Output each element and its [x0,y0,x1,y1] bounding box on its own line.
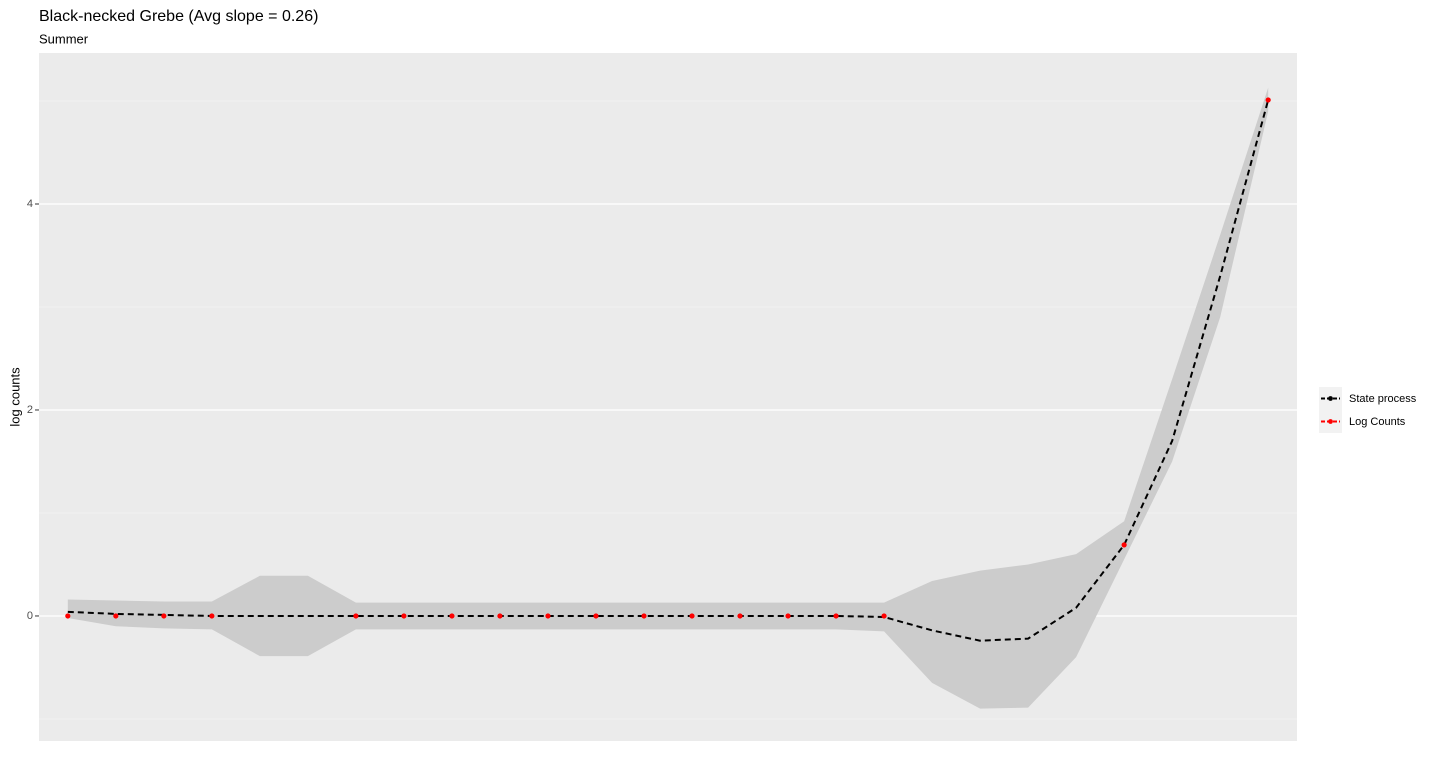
y-tick-label: 4 [27,198,33,210]
point [881,613,887,619]
point [449,613,455,619]
point [65,613,71,619]
chart-subtitle: Summer [39,31,89,46]
point [785,613,791,619]
y-tick-label: 0 [27,610,33,622]
point [833,613,839,619]
point [497,613,503,619]
point [353,613,359,619]
point [401,613,407,619]
y-axis-label: log counts [7,367,22,427]
point [545,613,551,619]
line [67,99,1270,642]
legend-swatch-point [1328,419,1333,424]
chart-title: Black-necked Grebe (Avg slope = 0.26) [39,8,318,25]
legend-swatch-point [1328,396,1333,401]
point [737,613,743,619]
legend-label: State process [1349,393,1417,405]
point [161,613,167,619]
point [1265,97,1271,103]
y-tick-label: 2 [27,404,33,416]
point [593,613,599,619]
point [1121,542,1127,548]
point [641,613,647,619]
point [113,613,119,619]
legend-label: Log Counts [1349,416,1406,428]
point [689,613,695,619]
point [209,613,215,619]
